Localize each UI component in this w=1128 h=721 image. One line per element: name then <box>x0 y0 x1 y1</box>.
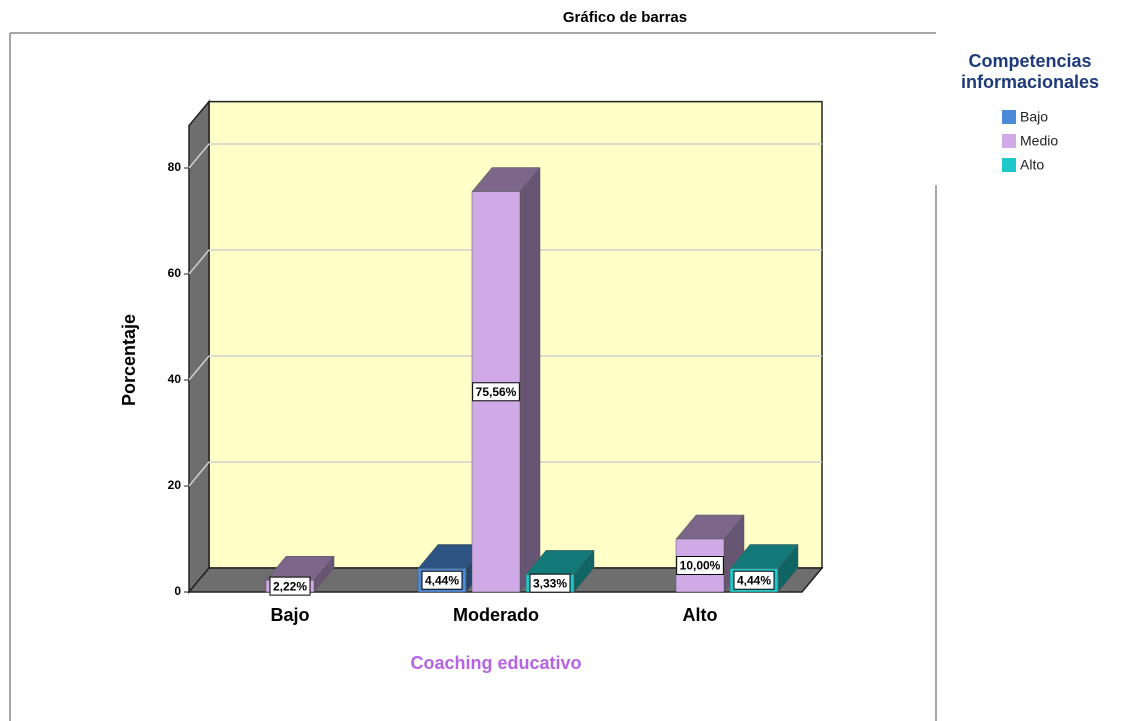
value-label: 75,56% <box>476 385 517 399</box>
y-tick-label: 60 <box>168 266 182 280</box>
value-label: 2,22% <box>273 579 307 593</box>
y-axis-label: Porcentaje <box>119 314 139 406</box>
legend-swatch <box>1002 158 1016 172</box>
legend-label: Alto <box>1020 157 1044 173</box>
value-label-box <box>421 570 463 590</box>
grid-line <box>188 355 210 381</box>
value-label: 4,44% <box>737 573 771 587</box>
value-label-box <box>676 556 724 575</box>
chart-title: Gráfico de barras <box>563 9 687 26</box>
legend-title: informacionales <box>961 72 1099 92</box>
grid-line <box>188 143 210 169</box>
x-tick-label: Moderado <box>453 605 539 625</box>
legend-swatch <box>1002 134 1016 148</box>
value-label: 3,33% <box>533 576 567 590</box>
y-tick-label: 40 <box>168 372 182 386</box>
value-label-box <box>529 573 571 593</box>
grid-line <box>188 461 210 487</box>
y-tick-label: 20 <box>168 478 182 492</box>
value-label: 4,44% <box>425 573 459 587</box>
legend-swatch <box>1002 110 1016 124</box>
x-tick-label: Bajo <box>270 605 309 625</box>
y-tick-label: 0 <box>174 584 181 598</box>
value-label-box <box>472 382 520 402</box>
value-label: 10,00% <box>680 559 721 573</box>
bar-side <box>519 166 541 593</box>
value-label-box <box>269 576 311 596</box>
legend-label: Bajo <box>1020 109 1048 125</box>
value-label-box <box>733 570 775 590</box>
legend-label: Medio <box>1020 133 1058 149</box>
left-wall <box>188 99 210 595</box>
y-tick-label: 80 <box>168 160 182 174</box>
legend-title: Competencias <box>968 51 1091 71</box>
grid-line <box>188 249 210 275</box>
x-axis-label: Coaching educativo <box>410 653 581 673</box>
x-tick-label: Alto <box>683 605 718 625</box>
